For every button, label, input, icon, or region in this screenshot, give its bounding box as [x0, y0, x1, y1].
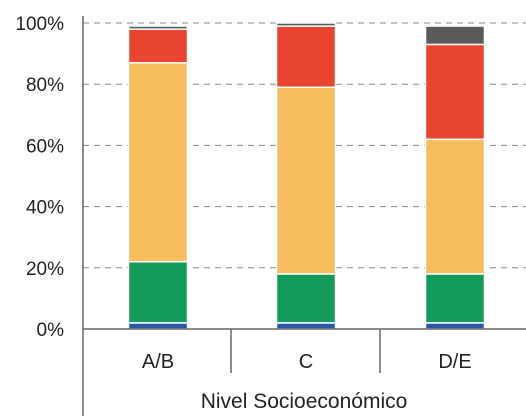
bar-segment [127, 28, 189, 64]
x-axis-title: Nivel Socioeconómico [201, 390, 408, 413]
x-category-label: A/B [142, 351, 174, 373]
bar-segment [424, 273, 486, 324]
bars [127, 22, 486, 330]
bar-segment [127, 260, 189, 324]
y-tick-label: 60% [26, 136, 64, 157]
bar-segment [424, 43, 486, 141]
x-category-label: C [299, 351, 313, 373]
bar-segment [275, 22, 337, 27]
bar-segment [424, 25, 486, 46]
y-tick-label: 40% [26, 198, 64, 219]
axes [82, 16, 526, 416]
y-tick-label: 0% [37, 320, 65, 341]
y-tick-label: 100% [15, 14, 64, 35]
bar-segment [275, 25, 337, 89]
bar-segment [424, 138, 486, 275]
bar-segment [275, 86, 337, 275]
bar-segment [275, 273, 337, 324]
y-tick-label: 20% [26, 259, 64, 280]
y-tick-labels: 0% 20% 40% 60% 80% 100% [15, 14, 64, 341]
bar-segment [127, 322, 189, 330]
x-category-labels: A/B C D/E [142, 351, 472, 373]
y-tick-label: 80% [26, 75, 64, 96]
x-category-label: D/E [438, 351, 471, 373]
bar-segment [424, 322, 486, 330]
bar-segment [127, 62, 189, 263]
bar-segment [275, 322, 337, 330]
bar-segment [127, 25, 189, 30]
